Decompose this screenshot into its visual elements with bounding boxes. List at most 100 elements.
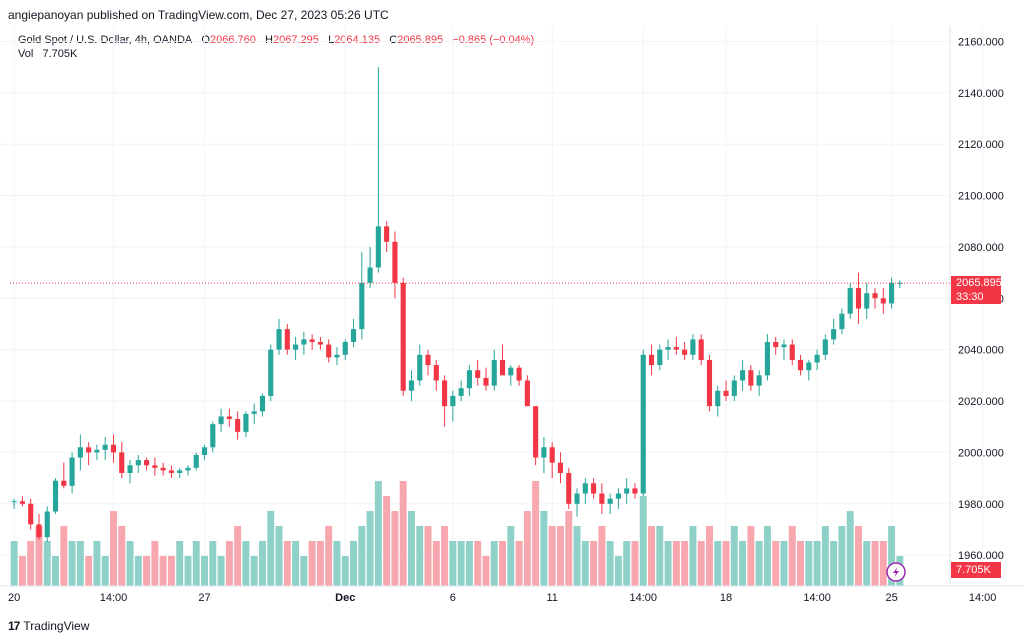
- volume-bar: [639, 496, 647, 586]
- volume-bar: [407, 511, 415, 586]
- flash-icon[interactable]: [886, 562, 906, 582]
- candle-body: [293, 344, 299, 350]
- x-tick-label: Dec: [335, 592, 355, 604]
- footer: 17 TradingView: [8, 619, 89, 633]
- candle-body: [475, 370, 481, 378]
- candle-body: [640, 354, 646, 494]
- bar-countdown: 33:30: [956, 291, 984, 304]
- volume-bar: [664, 541, 672, 586]
- volume-bar: [888, 526, 896, 586]
- volume-bar: [465, 541, 473, 586]
- volume-bar: [159, 556, 167, 586]
- candle-body: [235, 419, 241, 432]
- volume-value: 7.705K: [42, 48, 78, 60]
- volume-label: Vol: [18, 48, 34, 60]
- volume-bar: [424, 526, 432, 586]
- candle-body: [201, 447, 208, 455]
- candle-body: [243, 413, 249, 432]
- candle-body: [756, 375, 762, 386]
- candle-body: [706, 359, 713, 407]
- candle-body: [268, 349, 274, 396]
- x-tick-label: 27: [198, 592, 210, 604]
- candle-body: [797, 359, 804, 371]
- candle-body: [375, 226, 381, 268]
- high-label: H: [265, 34, 273, 46]
- candle-body: [276, 329, 282, 350]
- volume-bar: [730, 526, 738, 586]
- candle-body: [135, 460, 141, 466]
- volume-bar: [242, 541, 250, 586]
- volume-bar: [697, 541, 705, 586]
- candle-body: [855, 288, 862, 309]
- candle-body: [77, 447, 83, 458]
- candle-body: [574, 493, 580, 504]
- candle-body: [897, 282, 903, 284]
- symbol-label[interactable]: Gold Spot / U.S. Dollar, 4h, OANDA: [18, 34, 193, 46]
- volume-bar: [614, 556, 622, 586]
- volume-bar: [43, 541, 51, 586]
- candle-body: [44, 511, 50, 538]
- candle-body: [566, 472, 572, 504]
- candle-body: [864, 293, 870, 309]
- volume-bar: [714, 541, 722, 586]
- volume-bar: [821, 526, 829, 586]
- volume-bar: [399, 481, 407, 586]
- candle-body: [814, 354, 820, 363]
- volume-bar: [871, 541, 879, 586]
- footer-brand[interactable]: TradingView: [23, 619, 90, 633]
- volume-bar: [308, 541, 316, 586]
- candle-body: [789, 344, 795, 360]
- x-tick-label: 11: [546, 592, 557, 604]
- volume-bar: [283, 541, 291, 586]
- candle-body: [740, 370, 746, 381]
- candle-body: [210, 424, 216, 448]
- candle-body: [599, 493, 605, 504]
- volume-bar: [292, 541, 300, 586]
- candle-body: [607, 498, 613, 504]
- volume-bar: [606, 541, 614, 586]
- y-tick-label: 2120.000: [958, 139, 1004, 151]
- candle-body: [773, 341, 779, 348]
- candle-body: [425, 354, 431, 366]
- candle-body: [682, 349, 688, 355]
- volume-bar: [184, 556, 192, 586]
- volume-bar: [805, 541, 813, 586]
- volume-bar: [813, 541, 821, 586]
- candle-body: [392, 241, 398, 283]
- volume-bar: [780, 541, 788, 586]
- candle-body: [657, 349, 663, 366]
- y-tick-label: 1980.000: [958, 499, 1004, 511]
- tradingview-logo-icon[interactable]: 17: [8, 619, 20, 633]
- candle-body: [350, 329, 357, 342]
- volume-bar: [10, 541, 18, 586]
- volume-bar: [449, 541, 457, 586]
- candle-body: [715, 390, 721, 407]
- volume-bar: [581, 541, 589, 586]
- current-price-value: 2065.895: [956, 277, 1002, 290]
- candle-body: [466, 370, 472, 389]
- volume-bar: [52, 556, 60, 586]
- price-chart[interactable]: 1960.000 1980.000 2000.000 2020.000 2040.000…: [0, 0, 1024, 616]
- volume-bar: [747, 526, 755, 586]
- volume-bar: [689, 526, 697, 586]
- candle-body: [326, 344, 332, 358]
- volume-bar: [556, 526, 564, 586]
- volume-bar: [333, 541, 341, 586]
- candle-body: [541, 447, 547, 458]
- candle-body: [226, 416, 232, 420]
- volume-bar: [350, 541, 358, 586]
- volume-bar: [548, 526, 556, 586]
- volume-bar: [598, 526, 606, 586]
- y-tick-label: 2140.000: [958, 88, 1004, 100]
- volume-bar: [474, 541, 482, 586]
- volume-bar: [482, 556, 490, 586]
- volume-bar: [358, 526, 366, 586]
- candle-body: [301, 339, 307, 345]
- volume-bar: [258, 541, 266, 586]
- candle-body: [160, 467, 166, 471]
- volume-bar: [300, 556, 308, 586]
- candle-body: [831, 329, 837, 340]
- candle-body: [284, 329, 290, 350]
- open-label: O: [201, 34, 210, 46]
- volume-bar: [838, 526, 846, 586]
